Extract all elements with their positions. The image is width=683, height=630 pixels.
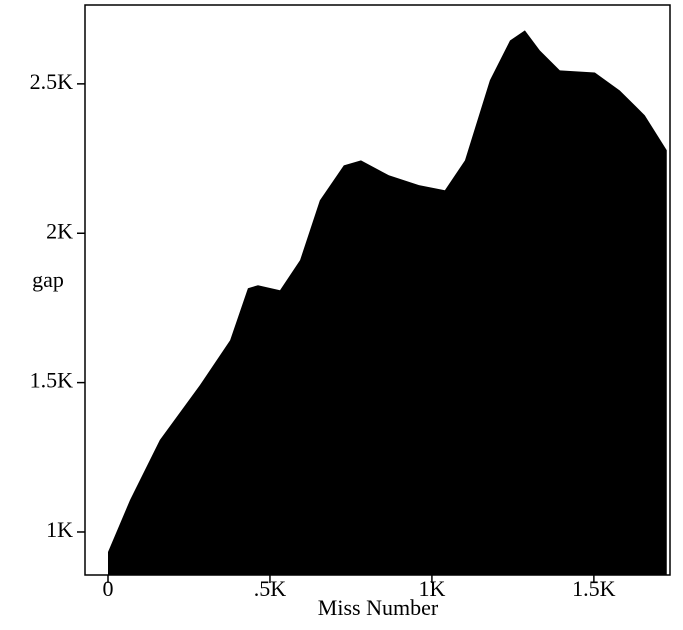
y-tick-label: 2K <box>46 218 73 243</box>
y-tick-label: 1K <box>46 517 73 542</box>
y-tick-label: 2.5K <box>30 69 74 94</box>
x-tick-label: 1.5K <box>572 576 616 601</box>
area <box>107 30 667 576</box>
x-tick-label: .5K <box>254 576 287 601</box>
x-tick-label: 0 <box>102 576 113 601</box>
plot-frame <box>84 4 671 576</box>
x-tick-label: 1K <box>418 576 445 601</box>
y-tick-label: 1.5K <box>30 368 74 393</box>
x-axis-label: Miss Number <box>318 595 439 620</box>
y-axis-label: gap <box>32 267 64 292</box>
